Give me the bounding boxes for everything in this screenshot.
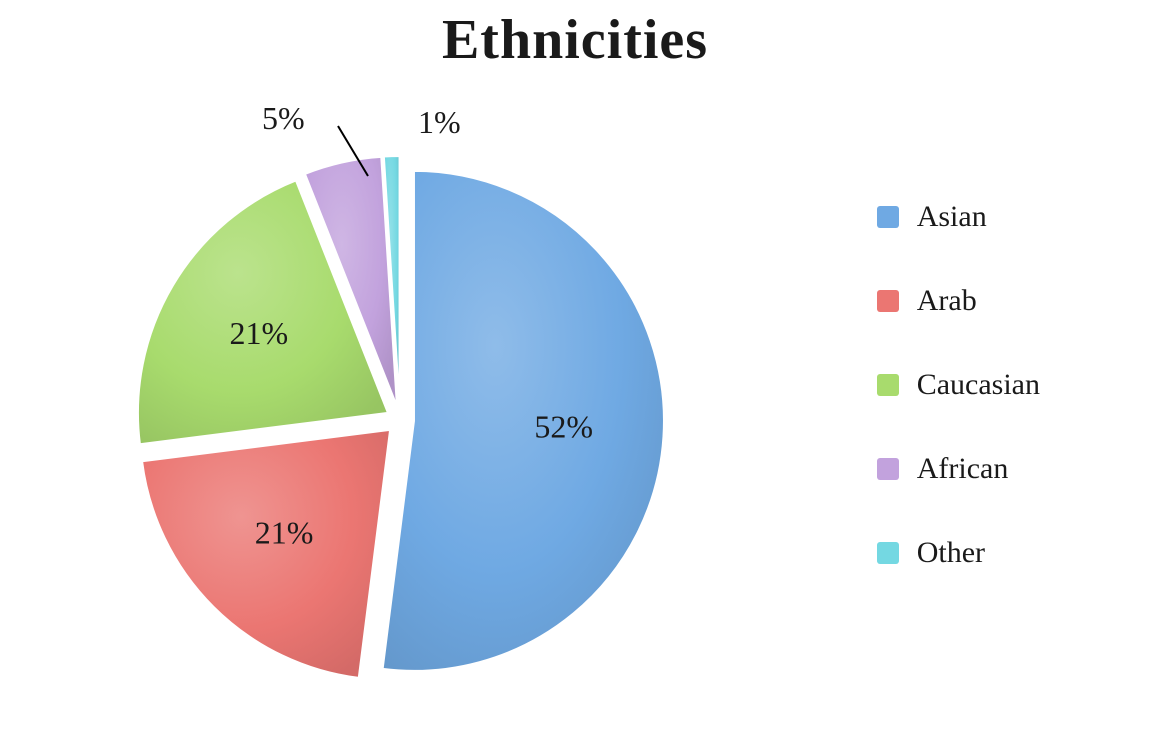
legend: Asian Arab Caucasian African Other	[877, 200, 1040, 570]
legend-item-caucasian: Caucasian	[877, 368, 1040, 402]
legend-label: Asian	[917, 200, 987, 234]
slice-label-other: 1%	[418, 104, 461, 141]
legend-label: Caucasian	[917, 368, 1040, 402]
legend-marker-icon	[877, 290, 899, 312]
legend-marker-icon	[877, 458, 899, 480]
slice-label-caucasian: 21%	[230, 315, 289, 351]
pie-slice-arab	[142, 430, 390, 678]
legend-item-african: African	[877, 452, 1040, 486]
pie-slice-asian	[383, 171, 664, 671]
legend-marker-icon	[877, 374, 899, 396]
slice-label-african: 5%	[262, 100, 305, 137]
legend-label: Other	[917, 536, 985, 570]
legend-label: African	[917, 452, 1009, 486]
legend-marker-icon	[877, 542, 899, 564]
legend-item-arab: Arab	[877, 284, 1040, 318]
legend-item-other: Other	[877, 536, 1040, 570]
pie-svg: 52% 21% 21%	[0, 0, 770, 730]
legend-label: Arab	[917, 284, 977, 318]
pie-chart: 52% 21% 21%	[0, 0, 770, 730]
slice-label-arab: 21%	[255, 514, 314, 550]
legend-marker-icon	[877, 206, 899, 228]
slice-label-asian: 52%	[534, 409, 593, 445]
legend-item-asian: Asian	[877, 200, 1040, 234]
